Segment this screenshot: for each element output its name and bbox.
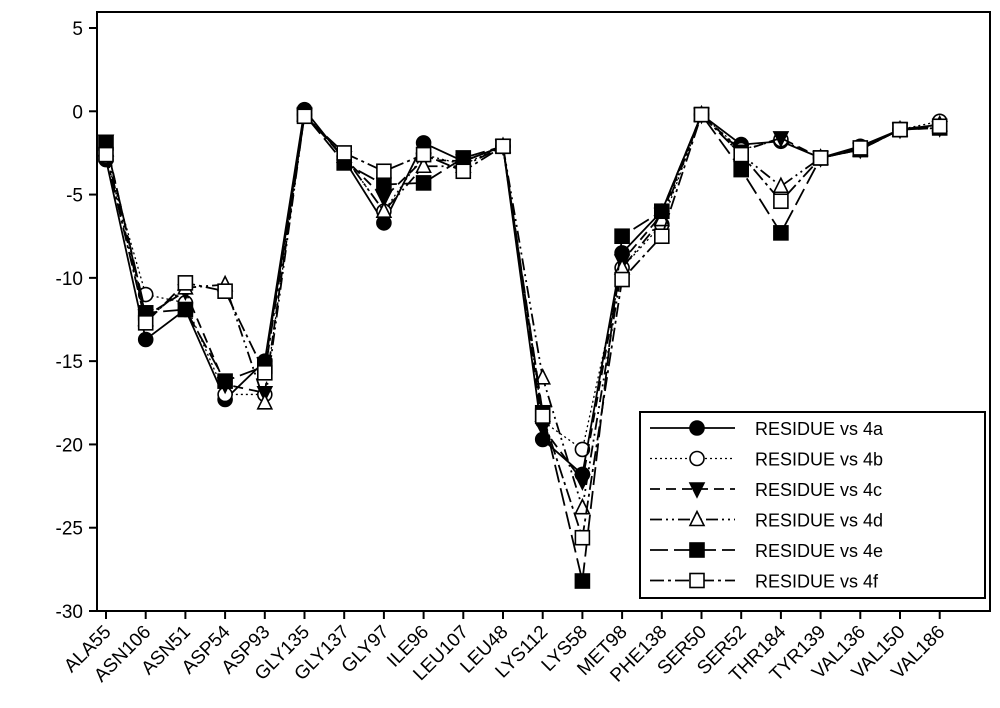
data-point-triangle-up [534, 368, 551, 385]
y-tick-label: -10 [56, 269, 83, 290]
data-point-square [217, 373, 233, 389]
legend-entry: RESIDUE vs 4c [650, 480, 882, 500]
data-point-triangle-down [688, 482, 706, 499]
legend-entry: RESIDUE vs 4d [650, 509, 883, 531]
data-point-square [614, 271, 630, 288]
data-point-square [455, 163, 472, 180]
data-point-square [336, 145, 353, 161]
legend-entry: RESIDUE vs 4f [650, 572, 879, 592]
data-point-triangle-up [415, 156, 432, 174]
legend-entry: RESIDUE vs 4a [650, 419, 884, 439]
data-point-circle [137, 331, 154, 348]
series-line [105, 112, 940, 538]
data-point-square [773, 225, 789, 241]
data-point-square [98, 146, 114, 163]
data-point-square [653, 203, 670, 220]
y-axis: 5 0 -5 -10 -15 -20 -25 -30 [56, 19, 97, 623]
legend-label: RESIDUE vs 4b [755, 450, 883, 470]
data-point-square [137, 315, 154, 331]
legend-box [639, 411, 986, 599]
series-4f [98, 106, 948, 546]
y-tick-label: 5 [72, 19, 83, 40]
data-point-triangle-up [688, 509, 706, 527]
data-point-triangle-up [256, 392, 274, 410]
data-point-circle [689, 450, 705, 467]
data-point-square [614, 228, 630, 245]
data-point-square [733, 146, 750, 163]
legend-label: RESIDUE vs 4a [755, 419, 884, 439]
data-point-square [812, 150, 829, 166]
y-tick-label: -30 [56, 602, 83, 623]
legend-label: RESIDUE vs 4f [755, 572, 879, 592]
data-point-square [296, 108, 313, 125]
legend-label: RESIDUE vs 4d [755, 511, 883, 531]
data-point-square [534, 408, 551, 424]
data-point-triangle-up [772, 176, 790, 194]
data-point-square [256, 365, 273, 381]
y-tick-label: 0 [72, 102, 83, 123]
legend-entry: RESIDUE vs 4b [650, 450, 883, 470]
legend-label: RESIDUE vs 4e [755, 541, 883, 561]
data-point-square [773, 193, 789, 210]
data-point-square [693, 106, 710, 123]
legend: RESIDUE vs 4a RESIDUE vs 4b RESIDUE vs 4c R… [639, 411, 986, 599]
data-point-square [852, 140, 869, 156]
legend-entry: RESIDUE vs 4e [650, 541, 883, 561]
data-point-square [415, 175, 432, 191]
series-line [105, 112, 940, 508]
data-point-square [376, 176, 392, 193]
data-point-triangle-up [375, 201, 393, 219]
data-point-square [376, 163, 392, 180]
data-point-square [217, 283, 233, 299]
data-point-square [733, 161, 750, 178]
data-point-square [931, 118, 948, 135]
data-point-square [415, 146, 432, 163]
data-point-square [574, 573, 591, 589]
data-point-square [495, 138, 511, 155]
data-point-triangle-down [772, 131, 790, 148]
series-group [97, 101, 948, 589]
data-point-square [574, 529, 591, 546]
y-tick-label: -15 [56, 352, 83, 373]
y-tick-label: -20 [56, 435, 83, 456]
y-tick-label: -5 [66, 186, 83, 207]
data-point-circle [574, 441, 591, 458]
data-point-square [177, 275, 194, 291]
data-point-square [653, 228, 670, 245]
data-point-square [455, 150, 472, 166]
y-tick-label: -25 [56, 519, 83, 540]
data-point-square [689, 572, 705, 589]
legend-label: RESIDUE vs 4c [755, 480, 882, 500]
data-point-square [892, 121, 908, 138]
data-point-circle [689, 420, 705, 436]
data-point-square [689, 542, 705, 558]
data-point-square [177, 301, 194, 318]
x-axis: ALA55ASN106ASN51ASP54ASP93GLY135GLY137GL… [60, 611, 949, 687]
